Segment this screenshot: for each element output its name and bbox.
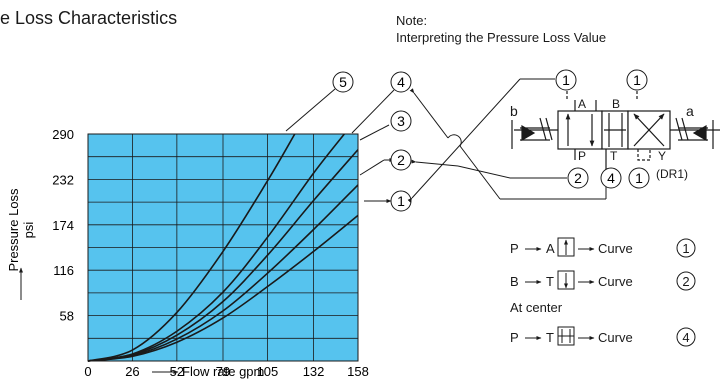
valve-callout-2: 2 [574, 170, 582, 186]
legend-row-2-curve: 2 [682, 274, 689, 289]
x-tick-label: 158 [347, 364, 369, 379]
legend-row-3-curve-label: Curve [598, 330, 633, 345]
legend-row-2-to: T [546, 274, 554, 289]
port-b-label: B [612, 97, 620, 111]
x-tick-label: 26 [125, 364, 139, 379]
y-tick-labels: 58 116 174 232 290 [52, 127, 74, 324]
note-text: Interpreting the Pressure Loss Value [396, 30, 607, 45]
curve-callouts [285, 88, 395, 203]
legend-row-1: P A Curve 1 [510, 237, 696, 258]
y-axis-label-main: Pressure Loss [6, 188, 21, 272]
callout-3: 3 [397, 113, 405, 129]
callout-2: 2 [397, 152, 405, 168]
legend-row-1-curve: 1 [682, 241, 689, 256]
valve-callouts: 1 1 2 4 1 [555, 69, 650, 189]
callout-5: 5 [339, 74, 347, 90]
port-t-label: T [610, 149, 618, 163]
legend-row-3-to: T [546, 330, 554, 345]
curve-5 [87, 133, 296, 362]
port-a-label: A [578, 97, 586, 111]
x-axis-label-text: Flow rate gpm [182, 364, 264, 379]
leader-lines [407, 78, 607, 203]
valve-symbol [511, 91, 720, 186]
y-tick-label: 58 [60, 309, 74, 324]
port-p-label: P [578, 149, 586, 163]
valve-callout-4: 4 [607, 170, 615, 186]
valve-labels: b a A B P T Y (DR1) [510, 97, 694, 181]
valve-side-a: a [686, 103, 694, 119]
valve-callout-1c: 1 [635, 170, 643, 186]
y-tick-label: 232 [52, 172, 74, 187]
x-axis-label: Flow rate gpm [152, 364, 264, 379]
valve-callout-1a: 1 [562, 72, 570, 88]
x-tick-label: 79 [216, 364, 230, 379]
legend-row-3: P T Curve 4 [510, 326, 696, 347]
y-axis-label: Pressure Loss psi [6, 188, 36, 300]
curves [87, 133, 359, 362]
valve-callout-1b: 1 [633, 72, 641, 88]
legend-at-center: At center [510, 300, 563, 315]
callout-1: 1 [397, 193, 405, 209]
legend: P A Curve 1 B T Curve 2 At center P [510, 237, 696, 347]
x-tick-label: 132 [303, 364, 325, 379]
x-tick-label: 105 [257, 364, 279, 379]
curve-callout-circles: 5 4 3 2 1 [332, 71, 412, 212]
legend-row-3-curve: 4 [682, 330, 689, 345]
grid-lines [88, 134, 358, 361]
y-tick-label: 174 [52, 218, 74, 233]
legend-row-1-curve-label: Curve [598, 241, 633, 256]
x-tick-label: 0 [84, 364, 91, 379]
legend-row-1-from: P [510, 241, 519, 256]
y-tick-label: 290 [52, 127, 74, 142]
y-axis-label-unit: psi [21, 222, 36, 239]
legend-row-1-to: A [546, 241, 555, 256]
callout-4: 4 [397, 74, 405, 90]
legend-row-2-from: B [510, 274, 519, 289]
note-block: Note: Interpreting the Pressure Loss Val… [396, 12, 606, 46]
legend-row-3-from: P [510, 330, 519, 345]
curve-4 [87, 133, 345, 362]
legend-row-2: B T Curve 2 [510, 270, 696, 291]
port-y-label: Y [658, 149, 666, 163]
note-label: Note: [396, 13, 428, 28]
chart-title: e Loss Characteristics [0, 8, 178, 28]
dr1-label: (DR1) [656, 167, 688, 181]
valve-side-b: b [510, 103, 518, 119]
legend-row-2-curve-label: Curve [598, 274, 633, 289]
y-tick-label: 116 [53, 263, 74, 278]
